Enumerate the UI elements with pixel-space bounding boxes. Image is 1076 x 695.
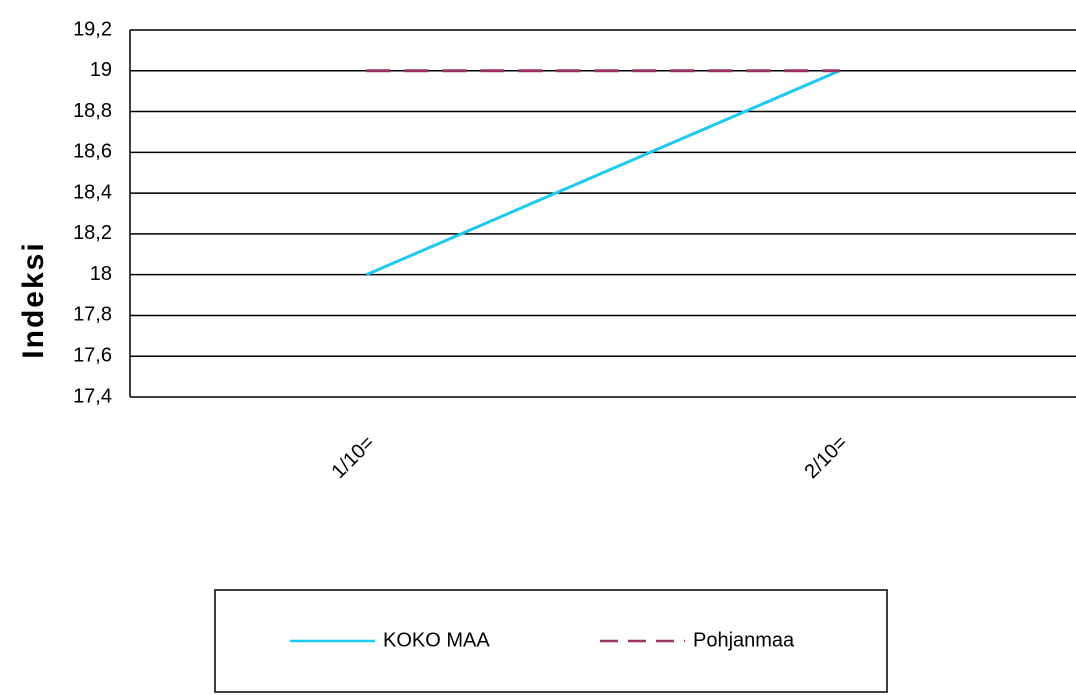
- y-tick-label: 18,6: [73, 141, 112, 163]
- legend-label: Pohjanmaa: [693, 629, 795, 651]
- x-tick-label: 1/10=: [327, 432, 378, 483]
- x-tick-label: 2/10=: [800, 432, 851, 483]
- y-tick-label: 17,6: [73, 345, 112, 367]
- y-tick-label: 17,4: [73, 385, 112, 407]
- y-tick-label: 17,8: [73, 304, 112, 326]
- y-tick-label: 19: [90, 59, 112, 81]
- y-axis-title: Indeksi: [17, 241, 50, 358]
- series-line: [365, 69, 841, 277]
- y-tick-label: 18,2: [73, 222, 112, 244]
- legend-label: KOKO MAA: [383, 629, 490, 651]
- y-tick-label: 19,2: [73, 18, 112, 40]
- y-tick-label: 18,4: [73, 181, 112, 203]
- y-tick-label: 18: [90, 263, 112, 285]
- y-tick-label: 18,8: [73, 100, 112, 122]
